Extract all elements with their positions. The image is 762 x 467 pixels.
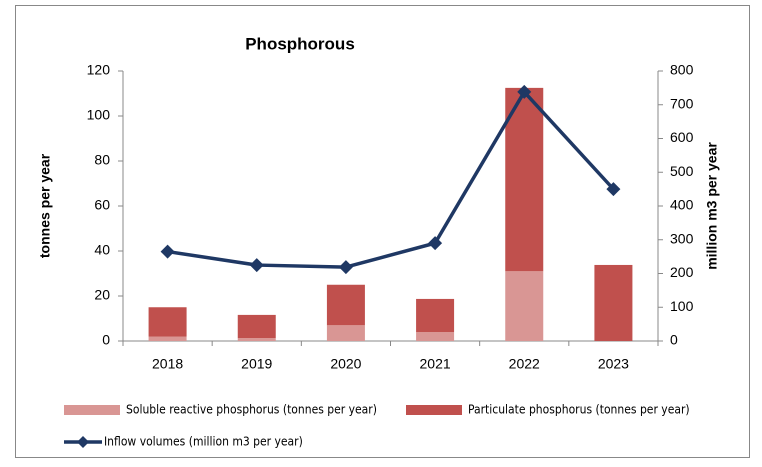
chart-title: Phosphorous — [245, 34, 355, 53]
bar — [505, 271, 544, 341]
bar — [505, 87, 544, 272]
bar — [416, 332, 455, 341]
line-series — [167, 90, 615, 269]
y2-tick-label: 100 — [670, 298, 694, 314]
bar — [237, 338, 276, 341]
y2-tick-label: 0 — [670, 332, 678, 348]
legend-label: Inflow volumes (million m3 per year) — [104, 435, 303, 449]
legend-swatch — [406, 405, 462, 415]
y-axis-title: tonnes per year — [37, 153, 53, 258]
line-marker — [428, 236, 443, 251]
y2-tick-label: 600 — [670, 129, 694, 145]
bar — [326, 325, 365, 341]
bar — [237, 314, 276, 339]
chart-frame — [15, 5, 750, 458]
x-tick-label: 2018 — [152, 356, 183, 372]
legend-marker — [77, 436, 89, 448]
bar — [148, 336, 187, 341]
y2-tick-label: 800 — [670, 62, 694, 78]
y-tick-label: 20 — [94, 287, 110, 303]
x-tick-label: 2020 — [330, 356, 361, 372]
bar — [148, 307, 187, 337]
y-tick-label: 60 — [94, 197, 110, 213]
bar — [416, 298, 455, 332]
line-marker — [517, 84, 532, 99]
x-tick-label: 2023 — [598, 356, 629, 372]
y-tick-label: 80 — [94, 152, 110, 168]
legend-label: Particulate phosphorus (tonnes per year) — [468, 403, 690, 417]
x-tick-label: 2021 — [420, 356, 451, 372]
y-tick-label: 120 — [87, 62, 111, 78]
y2-tick-label: 300 — [670, 230, 694, 246]
y-tick-label: 40 — [94, 242, 110, 258]
legend-swatch — [64, 405, 120, 415]
y2-tick-label: 500 — [670, 163, 694, 179]
line-marker — [249, 258, 264, 273]
bar — [594, 264, 633, 341]
y-tick-label: 0 — [102, 332, 110, 348]
y-tick-label: 100 — [87, 107, 111, 123]
y2-tick-label: 700 — [670, 95, 694, 111]
legend-label: Soluble reactive phosphorus (tonnes per … — [126, 403, 377, 417]
line-marker — [606, 182, 621, 197]
bar — [326, 284, 365, 326]
y2-tick-label: 400 — [670, 197, 694, 213]
x-tick-label: 2019 — [241, 356, 272, 372]
line-marker — [338, 260, 353, 275]
x-tick-label: 2022 — [509, 356, 540, 372]
y2-axis-title: million m3 per year — [704, 142, 720, 270]
line-marker — [160, 244, 175, 259]
y2-tick-label: 200 — [670, 264, 694, 280]
